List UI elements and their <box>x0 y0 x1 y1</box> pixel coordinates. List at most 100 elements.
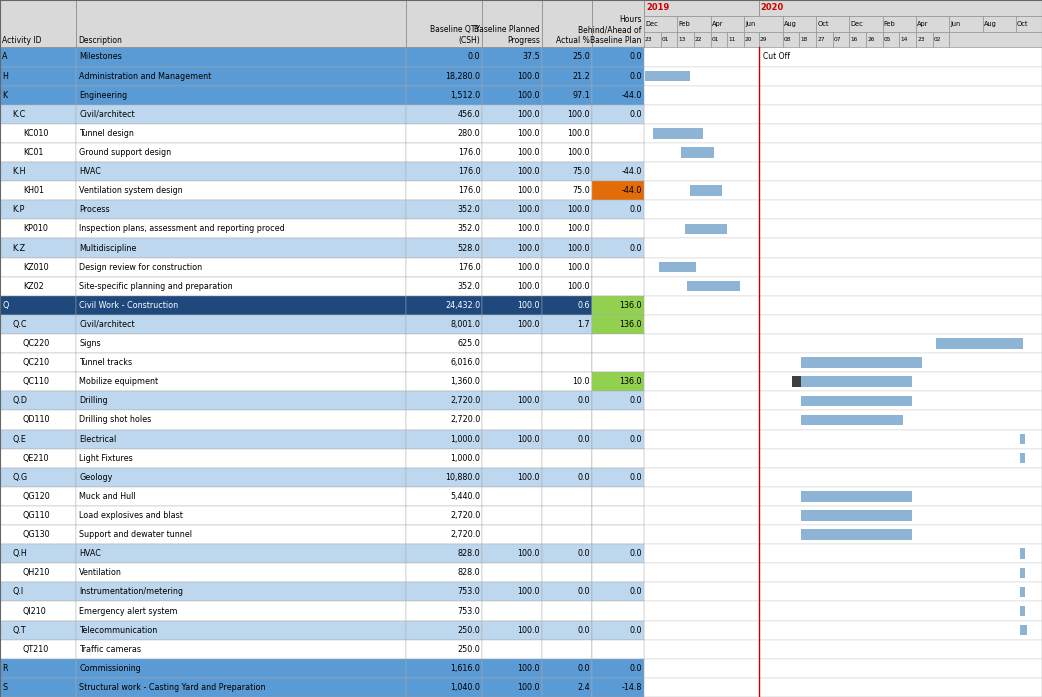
Bar <box>482 220 542 238</box>
Text: 0.0: 0.0 <box>577 626 590 635</box>
Text: Site-specific planning and preparation: Site-specific planning and preparation <box>79 282 232 291</box>
Bar <box>592 678 644 697</box>
Text: 29: 29 <box>760 37 767 42</box>
Bar <box>592 47 644 66</box>
Text: 2,720.0: 2,720.0 <box>450 530 480 539</box>
Text: Civil/architect: Civil/architect <box>79 320 134 329</box>
Bar <box>644 487 1042 506</box>
Text: 100.0: 100.0 <box>517 549 540 558</box>
Text: Q.G: Q.G <box>13 473 28 482</box>
Bar <box>406 200 482 220</box>
Text: Tunnel tracks: Tunnel tracks <box>79 358 132 367</box>
Bar <box>653 128 703 139</box>
Text: 0.0: 0.0 <box>629 243 642 252</box>
Bar <box>0 640 76 659</box>
Bar <box>0 86 76 105</box>
Text: Dec: Dec <box>850 21 863 26</box>
Text: Apr: Apr <box>917 21 928 26</box>
Bar <box>592 449 644 468</box>
Bar <box>1020 606 1025 616</box>
Bar <box>0 429 76 449</box>
Bar <box>0 200 76 220</box>
Bar <box>76 678 406 697</box>
Bar <box>592 334 644 353</box>
Bar <box>592 181 644 200</box>
Text: 100.0: 100.0 <box>517 129 540 138</box>
Text: Emergency alert system: Emergency alert system <box>79 606 178 615</box>
Text: 2,720.0: 2,720.0 <box>450 415 480 424</box>
Text: 75.0: 75.0 <box>572 186 590 195</box>
Bar <box>592 277 644 296</box>
Bar <box>406 0 482 47</box>
Bar <box>592 66 644 86</box>
Text: 100.0: 100.0 <box>567 243 590 252</box>
Bar <box>0 143 76 162</box>
Text: 352.0: 352.0 <box>457 224 480 233</box>
Bar <box>542 468 592 487</box>
Bar <box>644 124 1042 143</box>
Bar <box>542 563 592 583</box>
Text: Engineering: Engineering <box>79 91 127 100</box>
Bar <box>482 429 542 449</box>
Bar <box>801 491 913 502</box>
Text: 13: 13 <box>678 37 686 42</box>
Bar <box>694 32 711 47</box>
Text: 828.0: 828.0 <box>457 549 480 558</box>
Bar <box>0 258 76 277</box>
Text: Instrumentation/metering: Instrumentation/metering <box>79 588 183 597</box>
Bar <box>482 181 542 200</box>
Bar <box>542 296 592 315</box>
Text: Q.E: Q.E <box>13 434 26 443</box>
Bar <box>406 583 482 602</box>
Bar <box>0 162 76 181</box>
Bar <box>542 181 592 200</box>
Text: 136.0: 136.0 <box>619 377 642 386</box>
Bar <box>482 162 542 181</box>
Text: Ventilation system design: Ventilation system design <box>79 186 182 195</box>
Bar <box>744 32 759 47</box>
Text: 1,040.0: 1,040.0 <box>450 683 480 692</box>
Text: Electrical: Electrical <box>79 434 117 443</box>
Bar <box>482 602 542 620</box>
Bar <box>406 449 482 468</box>
Bar <box>542 583 592 602</box>
Text: 100.0: 100.0 <box>567 206 590 214</box>
Bar <box>592 47 644 66</box>
Text: 100.0: 100.0 <box>517 72 540 81</box>
Bar <box>406 334 482 353</box>
Bar <box>76 277 406 296</box>
Bar <box>644 563 1042 583</box>
Bar <box>592 411 644 429</box>
Text: Geology: Geology <box>79 473 113 482</box>
Text: 280.0: 280.0 <box>457 129 480 138</box>
Text: 136.0: 136.0 <box>619 301 642 310</box>
Bar <box>482 468 542 487</box>
Text: 1,360.0: 1,360.0 <box>450 377 480 386</box>
Bar <box>482 0 542 47</box>
Text: 21.2: 21.2 <box>572 72 590 81</box>
Text: 08: 08 <box>784 37 791 42</box>
Bar <box>0 0 76 47</box>
Bar <box>592 544 644 563</box>
Text: K: K <box>2 91 7 100</box>
Bar <box>406 678 482 697</box>
Bar <box>76 391 406 411</box>
Bar <box>592 105 644 124</box>
Text: 100.0: 100.0 <box>517 186 540 195</box>
Text: Support and dewater tunnel: Support and dewater tunnel <box>79 530 192 539</box>
Bar <box>916 32 933 47</box>
Bar <box>866 32 883 47</box>
Text: Q.T: Q.T <box>13 626 26 635</box>
Bar <box>592 525 644 544</box>
Text: QC210: QC210 <box>23 358 50 367</box>
Text: KC01: KC01 <box>23 148 44 157</box>
Text: Baseline QTY
(CSH): Baseline QTY (CSH) <box>430 25 480 45</box>
Bar <box>644 620 1042 640</box>
Bar <box>592 563 644 583</box>
Bar <box>542 506 592 525</box>
Bar <box>482 411 542 429</box>
Bar <box>690 185 722 196</box>
Text: 100.0: 100.0 <box>517 397 540 406</box>
Bar <box>644 296 1042 315</box>
Bar <box>482 563 542 583</box>
